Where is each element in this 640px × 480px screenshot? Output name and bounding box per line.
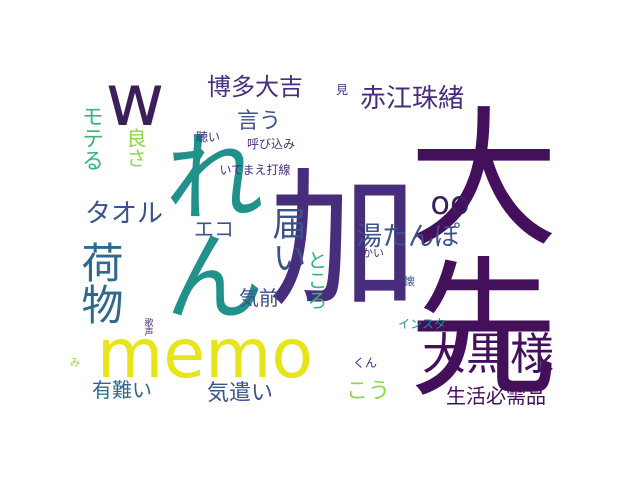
word-hakata: 博多大吉 [207, 73, 303, 101]
word-kou: こう [345, 379, 391, 404]
word-ren: れん [147, 125, 264, 325]
word-akaejuo: 赤江珠緒 [359, 84, 465, 114]
word-mote: モテる [78, 105, 103, 171]
word-todoi: 届い [266, 206, 306, 274]
word-taisetsu: 大先 [383, 100, 557, 400]
word-itemae: いてまえ打線 [219, 163, 291, 177]
word-kimae: 気前 [239, 286, 279, 310]
word-hato: 加 [243, 160, 417, 310]
word-iu: 言う [236, 109, 282, 134]
word-mi: み [70, 358, 80, 369]
word-kiki: 聴い [195, 130, 221, 144]
word-seikatsu: 生活必需品 [446, 384, 546, 408]
word-towel: タオル [84, 199, 164, 229]
word-oo: oo [430, 184, 470, 222]
word-kai: かい [362, 246, 384, 260]
word-nimotsu: 荷物 [75, 241, 124, 325]
word-yutanpo: 湯たんぽ [355, 222, 461, 252]
word-yobikomi: 呼び込み [246, 137, 296, 151]
word-arigatai: 有難い [92, 378, 152, 402]
word-kun: くん [352, 356, 378, 370]
word-tokoro: ところ [304, 250, 328, 310]
word-eco: エコ [194, 217, 234, 241]
word-natsu: 懐 [402, 275, 416, 287]
word-w: w [105, 58, 165, 142]
word-kasei: 歌声 [142, 318, 153, 336]
word-instagram: インスタ [398, 317, 446, 331]
word-memo: memo [97, 315, 313, 394]
word-daikokusama: 大黒様 [422, 329, 554, 380]
word-kidukai: 気遣い [206, 381, 274, 406]
word-yosa: 良さ [123, 128, 147, 168]
word-mi2: 見 [335, 83, 349, 97]
